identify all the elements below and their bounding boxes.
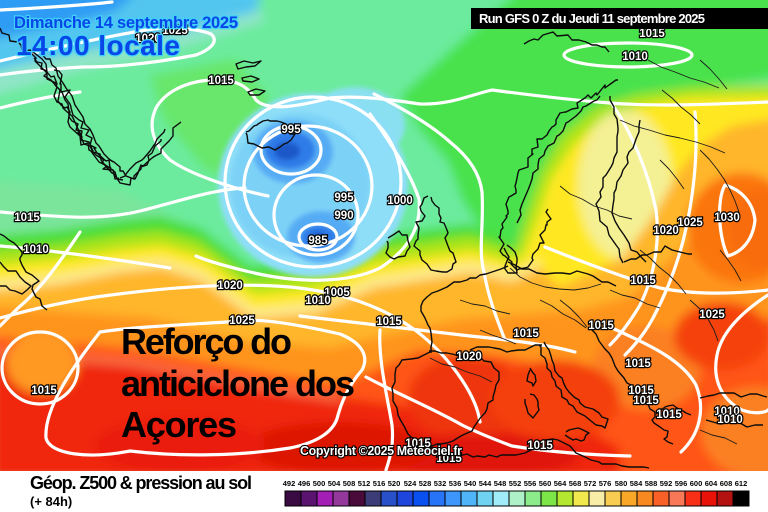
svg-text:560: 560	[539, 479, 552, 488]
svg-text:568: 568	[569, 479, 582, 488]
svg-text:1000: 1000	[387, 195, 413, 207]
svg-text:1015: 1015	[14, 212, 40, 224]
svg-text:580: 580	[615, 479, 628, 488]
svg-text:1015: 1015	[527, 440, 553, 452]
svg-text:516: 516	[373, 479, 386, 488]
svg-text:532: 532	[434, 479, 447, 488]
svg-text:anticiclone dos: anticiclone dos	[121, 363, 355, 404]
svg-text:576: 576	[599, 479, 612, 488]
svg-text:504: 504	[328, 479, 341, 488]
svg-text:1020: 1020	[135, 33, 161, 45]
svg-text:540: 540	[464, 479, 477, 488]
svg-text:1015: 1015	[405, 438, 431, 450]
svg-text:492: 492	[283, 479, 296, 488]
svg-text:1010: 1010	[305, 295, 331, 307]
svg-text:995: 995	[281, 124, 301, 136]
svg-text:500: 500	[313, 479, 326, 488]
svg-text:608: 608	[720, 479, 733, 488]
svg-text:1015: 1015	[436, 453, 462, 465]
svg-text:1010: 1010	[23, 244, 49, 256]
svg-text:528: 528	[419, 479, 432, 488]
svg-text:1005: 1005	[324, 287, 350, 299]
svg-text:Run GFS 0 Z du Jeudi 11 septem: Run GFS 0 Z du Jeudi 11 septembre 2025	[479, 11, 705, 26]
svg-text:1020: 1020	[456, 351, 482, 363]
svg-text:1015: 1015	[513, 328, 539, 340]
svg-text:1025: 1025	[699, 309, 725, 321]
svg-text:600: 600	[690, 479, 703, 488]
svg-text:(+ 84h): (+ 84h)	[30, 494, 72, 509]
svg-text:596: 596	[675, 479, 688, 488]
svg-text:1015: 1015	[625, 358, 651, 370]
svg-text:1025: 1025	[229, 315, 255, 327]
svg-text:1010: 1010	[714, 406, 740, 418]
svg-text:Copyright ©2025 Meteociel.fr: Copyright ©2025 Meteociel.fr	[300, 444, 462, 458]
svg-text:612: 612	[735, 479, 748, 488]
svg-text:Dimanche 14 septembre 2025: Dimanche 14 septembre 2025	[14, 14, 238, 32]
svg-text:Reforço do: Reforço do	[121, 321, 292, 362]
svg-text:1030: 1030	[714, 212, 740, 224]
svg-text:1015: 1015	[376, 316, 402, 328]
svg-text:1015: 1015	[208, 75, 234, 87]
svg-text:1010: 1010	[717, 414, 743, 426]
svg-text:995: 995	[334, 192, 354, 204]
svg-text:985: 985	[308, 235, 328, 247]
svg-text:548: 548	[494, 479, 507, 488]
svg-text:524: 524	[404, 479, 417, 488]
svg-text:536: 536	[449, 479, 462, 488]
svg-text:1015: 1015	[656, 409, 682, 421]
svg-text:14:00 locale: 14:00 locale	[16, 30, 180, 61]
svg-text:1015: 1015	[31, 385, 57, 397]
svg-text:1025: 1025	[162, 25, 188, 37]
svg-text:Açores: Açores	[121, 404, 237, 445]
svg-text:1015: 1015	[639, 28, 665, 40]
svg-text:592: 592	[660, 479, 673, 488]
svg-text:604: 604	[705, 479, 718, 488]
svg-text:556: 556	[524, 479, 537, 488]
svg-text:572: 572	[584, 479, 597, 488]
svg-text:1015: 1015	[630, 275, 656, 287]
svg-text:1015: 1015	[628, 385, 654, 397]
svg-text:1010: 1010	[622, 51, 648, 63]
svg-text:544: 544	[479, 479, 492, 488]
svg-text:512: 512	[358, 479, 371, 488]
svg-text:1015: 1015	[588, 320, 614, 332]
svg-text:990: 990	[334, 210, 353, 222]
svg-text:Géop. Z500 & pression au sol: Géop. Z500 & pression au sol	[30, 473, 252, 493]
svg-text:1015: 1015	[633, 395, 659, 407]
svg-text:564: 564	[554, 479, 567, 488]
svg-text:584: 584	[630, 479, 643, 488]
svg-text:520: 520	[388, 479, 401, 488]
svg-text:1020: 1020	[217, 280, 243, 292]
svg-text:588: 588	[645, 479, 658, 488]
svg-text:1025: 1025	[677, 217, 703, 229]
svg-text:508: 508	[343, 479, 356, 488]
svg-text:552: 552	[509, 479, 522, 488]
svg-text:496: 496	[298, 479, 311, 488]
svg-text:1020: 1020	[653, 225, 679, 237]
